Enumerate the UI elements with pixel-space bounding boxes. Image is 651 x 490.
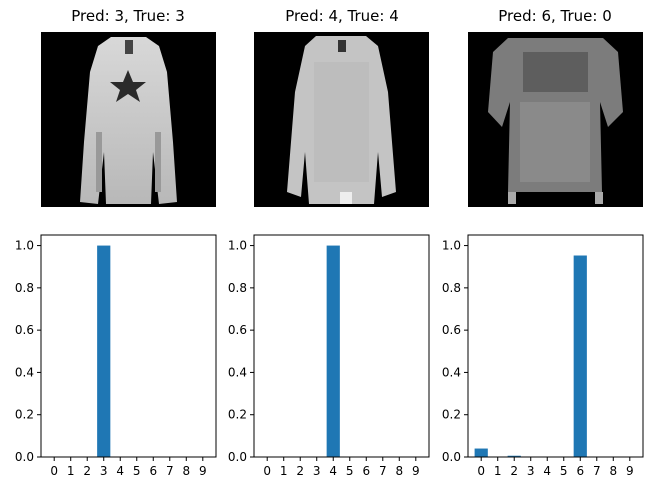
x-tick-label: 1 [280, 464, 288, 478]
x-tick-label: 4 [116, 464, 124, 478]
x-tick-label: 3 [313, 464, 321, 478]
x-tick-label: 4 [543, 464, 551, 478]
y-tick-label: 1.0 [15, 239, 34, 253]
bar-4 [326, 245, 340, 457]
y-tick-label: 1.0 [228, 239, 247, 253]
y-tick-label: 0.4 [442, 365, 461, 379]
tshirt-icon [468, 32, 643, 207]
long-coat-icon [254, 32, 429, 207]
y-tick-label: 0.6 [442, 323, 461, 337]
y-tick-label: 0.4 [15, 365, 34, 379]
y-tick-label: 0.0 [228, 450, 247, 464]
x-tick-label: 8 [182, 464, 190, 478]
x-tick-label: 0 [50, 464, 58, 478]
chart-3: 0 1 2 3 4 5 6 7 8 9 0.0 0.2 0.4 0.6 0.8 1.0 [442, 234, 644, 478]
x-tick-label: 1 [67, 464, 75, 478]
x-tick-label: 5 [560, 464, 568, 478]
panel-3-title: Pred: 6, True: 0 [498, 7, 612, 25]
x-tick-label: 9 [626, 464, 634, 478]
dress-with-star-icon [41, 32, 216, 207]
y-tick-label: 0.0 [15, 450, 34, 464]
bar-2 [507, 455, 521, 457]
y-tick-label: 0.2 [228, 408, 247, 422]
y-tick-label: 0.0 [442, 450, 461, 464]
x-tick-label: 9 [412, 464, 420, 478]
panel-2-title: Pred: 4, True: 4 [285, 7, 399, 25]
axes-frame [253, 234, 430, 458]
x-tick-label: 6 [149, 464, 157, 478]
y-tick-label: 0.8 [442, 281, 461, 295]
x-tick-label: 1 [494, 464, 502, 478]
x-tick-label: 7 [593, 464, 601, 478]
bar-6 [573, 255, 587, 457]
panel-1-title: Pred: 3, True: 3 [71, 7, 185, 25]
bar-0 [474, 448, 488, 457]
x-tick-label: 3 [100, 464, 108, 478]
x-tick-label: 0 [263, 464, 271, 478]
x-tick-label: 8 [609, 464, 617, 478]
y-tick-label: 0.2 [15, 408, 34, 422]
chart-2: 0 1 2 3 4 5 6 7 8 9 0.0 0.2 0.4 0.6 0.8 1.0 [228, 234, 430, 478]
x-tick-label: 8 [395, 464, 403, 478]
x-tick-label: 2 [83, 464, 91, 478]
chart-1: 0 1 2 3 4 5 6 7 8 9 0.0 0.2 0.4 0.6 0.8 1.0 [15, 234, 217, 478]
bar-3 [97, 245, 111, 457]
x-tick-label: 7 [379, 464, 387, 478]
x-tick-label: 4 [329, 464, 337, 478]
y-tick-label: 0.8 [228, 281, 247, 295]
x-tick-label: 6 [576, 464, 584, 478]
x-tick-label: 2 [510, 464, 518, 478]
y-tick-label: 0.8 [15, 281, 34, 295]
x-tick-label: 7 [166, 464, 174, 478]
x-tick-label: 3 [527, 464, 535, 478]
y-tick-label: 1.0 [442, 239, 461, 253]
axes-frame [467, 234, 644, 458]
x-tick-label: 9 [199, 464, 207, 478]
y-tick-label: 0.2 [442, 408, 461, 422]
x-tick-label: 2 [296, 464, 304, 478]
x-tick-label: 6 [362, 464, 370, 478]
x-tick-label: 5 [346, 464, 354, 478]
axes-frame [40, 234, 217, 458]
y-tick-label: 0.6 [15, 323, 34, 337]
x-tick-label: 5 [133, 464, 141, 478]
y-tick-label: 0.4 [228, 365, 247, 379]
x-tick-label: 0 [477, 464, 485, 478]
y-tick-label: 0.6 [228, 323, 247, 337]
